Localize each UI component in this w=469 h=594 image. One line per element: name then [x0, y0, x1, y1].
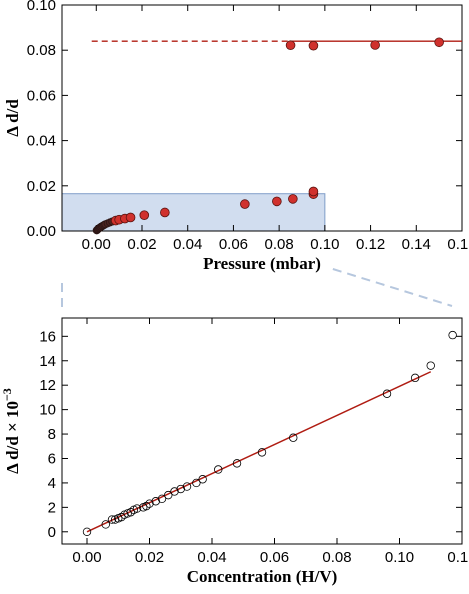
data-point — [285, 40, 296, 51]
x-tick-label: 0.14 — [402, 236, 431, 253]
zoom-connector-right — [332, 268, 453, 307]
fit-line — [86, 371, 432, 533]
y-tick-label: 14 — [39, 353, 56, 370]
y-tick-label: 0.04 — [27, 133, 56, 150]
data-point — [132, 504, 142, 513]
x-tick-label: 0.06 — [260, 549, 289, 566]
y-tick-label: 0.08 — [27, 42, 56, 59]
pressure-axis-ticks: 0.00 0.02 0.04 0.06 0.08 0.10 0.12 0.14 0.16 0.00… — [27, 0, 469, 253]
y-tick-label: 12 — [39, 377, 56, 394]
data-point — [257, 448, 267, 457]
x-tick-label: 0.10 — [385, 549, 414, 566]
data-point — [370, 40, 380, 50]
y-axis-title: Δ d/d × 10−3 — [0, 388, 22, 474]
x-tick-label: 0.00 — [82, 236, 111, 253]
data-point — [240, 199, 250, 209]
data-point — [434, 37, 444, 48]
data-point — [289, 433, 298, 442]
data-point — [272, 196, 282, 207]
data-point — [308, 40, 319, 51]
data-point — [448, 330, 457, 340]
data-point — [214, 465, 223, 474]
x-tick-label: 0.06 — [219, 236, 248, 253]
y-tick-label: 10 — [39, 402, 56, 419]
x-tick-label: 0.04 — [173, 236, 202, 253]
data-point — [117, 512, 126, 522]
data-point — [82, 527, 92, 536]
fit-line-segment — [86, 371, 432, 533]
x-tick-label: 0.04 — [197, 549, 226, 566]
data-point — [192, 478, 201, 488]
data-point — [382, 389, 392, 398]
concentration-data-points — [82, 330, 457, 536]
data-point — [145, 499, 154, 508]
data-point — [164, 490, 173, 500]
concentration-chart: 0.00 0.02 0.04 0.06 0.08 0.10 0.12 0 2 4 6 8 10 12 14 1… — [0, 317, 469, 586]
x-tick-label: 0.02 — [127, 236, 156, 253]
y-axis-title-exponent: −3 — [0, 388, 14, 401]
data-point — [182, 482, 192, 491]
data-point — [288, 194, 298, 204]
x-tick-label: 0.08 — [322, 549, 351, 566]
y-tick-label: 16 — [39, 328, 56, 345]
y-tick-label: 0.02 — [27, 178, 56, 195]
y-tick-label: 0.06 — [27, 87, 56, 104]
x-tick-label: 0.08 — [265, 236, 294, 253]
data-point — [126, 508, 135, 517]
x-tick-label: 0.10 — [310, 236, 339, 253]
x-axis-title: Pressure (mbar) — [203, 254, 321, 273]
x-tick-label: 0.12 — [356, 236, 385, 253]
data-point — [160, 207, 170, 218]
data-point — [139, 210, 150, 220]
y-tick-label: 8 — [48, 426, 56, 443]
y-tick-label: 0.10 — [27, 0, 56, 14]
concentration-plot-frame — [61, 317, 463, 545]
x-axis-title: Concentration (H/V) — [187, 567, 338, 586]
y-tick-label: 2 — [48, 499, 56, 516]
x-tick-label: 0.12 — [447, 549, 469, 566]
pressure-chart: 0.00 0.02 0.04 0.06 0.08 0.10 0.12 0.14 0.16 0.00… — [3, 0, 469, 273]
zoom-connector-lines — [61, 268, 453, 310]
y-tick-label: 0 — [48, 524, 56, 541]
data-point — [101, 520, 110, 529]
pressure-data-points — [92, 37, 444, 235]
x-tick-label: 0.16 — [447, 236, 469, 253]
data-point — [232, 459, 242, 468]
pressure-plot-frame — [61, 4, 463, 232]
data-point — [176, 484, 185, 494]
data-point — [107, 515, 117, 524]
x-tick-label: 0.02 — [135, 549, 164, 566]
data-point — [426, 361, 435, 370]
data-point — [125, 212, 136, 223]
data-point — [198, 475, 207, 484]
x-tick-label: 0.00 — [72, 549, 101, 566]
data-point — [410, 373, 420, 383]
y-tick-label: 0.00 — [27, 223, 56, 240]
data-point — [142, 501, 151, 511]
y-axis-title: Δ d/d — [3, 99, 22, 137]
data-point — [308, 186, 319, 197]
y-axis-title-base: Δ d/d × 10 — [3, 401, 22, 474]
concentration-axis-ticks: 0.00 0.02 0.04 0.06 0.08 0.10 0.12 0 2 4 6 8 10 12 14 1… — [39, 318, 469, 566]
data-point — [157, 494, 167, 503]
y-tick-label: 6 — [48, 450, 56, 467]
data-point — [170, 487, 179, 496]
data-point — [151, 497, 160, 506]
y-tick-label: 4 — [48, 475, 56, 492]
